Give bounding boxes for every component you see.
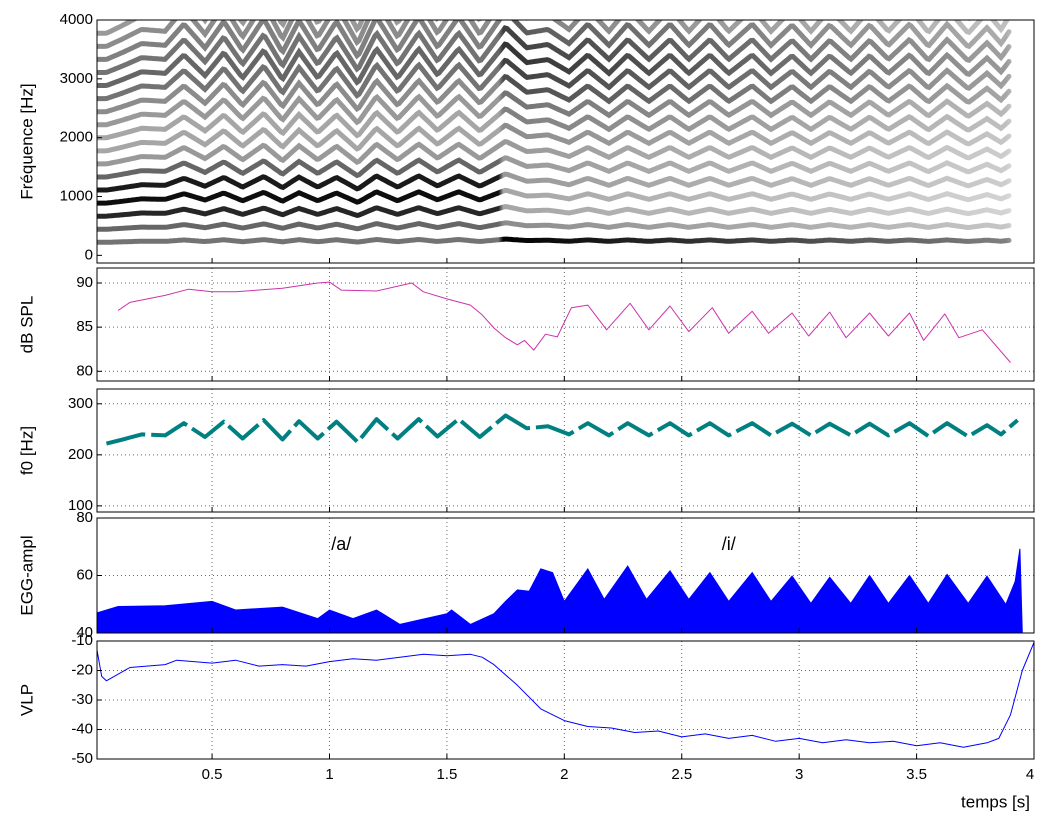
y-tick-label: 1000	[60, 187, 93, 204]
axes-frame	[96, 517, 1035, 634]
harmonic	[97, 236, 1012, 245]
y-tick-label: -10	[71, 632, 93, 649]
harmonic	[97, 204, 1012, 219]
y-tick-label: 90	[76, 274, 93, 291]
axes-frame	[96, 640, 1035, 760]
y-tick-label: -50	[71, 750, 93, 767]
x-tick-label: 2.5	[671, 766, 692, 783]
harmonic	[97, 187, 1012, 206]
harmonic	[97, 106, 1012, 141]
harmonic	[97, 139, 1012, 167]
harmonic	[97, 122, 1012, 154]
y-tick-label: -30	[71, 691, 93, 708]
y-tick-label: -40	[71, 720, 93, 737]
plot-area	[97, 20, 1012, 245]
x-axis-label: temps [s]	[961, 792, 1030, 811]
y-tick-label: 80	[76, 509, 93, 526]
y-axis-label: Fréquence [Hz]	[17, 83, 36, 199]
x-tick-label: 3.5	[906, 766, 927, 783]
y-axis-label: dB SPL	[17, 296, 36, 354]
y-axis-label: EGG-ampl	[17, 535, 36, 615]
harmonic	[97, 20, 1010, 49]
x-tick-label: 4	[1026, 766, 1034, 783]
x-tick-label: 0.5	[202, 766, 223, 783]
x-tick-label: 1	[325, 766, 333, 783]
plot-area	[97, 518, 1034, 633]
harmonic	[97, 57, 1012, 102]
area	[97, 548, 1023, 633]
harmonic	[97, 25, 1012, 75]
x-tick-label: 3	[795, 766, 803, 783]
y-tick-label: 100	[68, 497, 93, 514]
axes-frame	[96, 388, 1035, 513]
y-axis-label: f0 [Hz]	[17, 426, 36, 475]
y-tick-label: 60	[76, 566, 93, 583]
y-tick-label: 300	[68, 395, 93, 412]
harmonic	[97, 73, 1012, 115]
y-axis-label: VLP	[17, 684, 36, 716]
annotation: /a/	[331, 534, 351, 554]
harmonic	[97, 20, 1012, 62]
line	[117, 281, 1011, 363]
harmonic	[97, 171, 1012, 193]
harmonic	[97, 220, 1012, 232]
y-tick-label: 80	[76, 362, 93, 379]
harmonic	[97, 41, 1012, 88]
axes-frame	[96, 267, 1035, 382]
y-tick-label: 40	[76, 624, 93, 641]
plot-area	[97, 641, 1034, 759]
plot-area	[97, 268, 1034, 381]
line	[97, 642, 1034, 748]
harmonic	[97, 155, 1012, 180]
y-tick-label: 2000	[60, 129, 93, 146]
harmonic	[97, 90, 1012, 128]
x-tick-label: 1.5	[436, 766, 457, 783]
plot-area	[97, 389, 1034, 512]
y-tick-label: 4000	[60, 11, 93, 28]
y-tick-label: 85	[76, 318, 93, 335]
y-tick-label: 3000	[60, 70, 93, 87]
y-tick-label: 0	[85, 246, 93, 263]
annotation: /i/	[722, 534, 736, 554]
axes-frame	[96, 19, 1035, 264]
line	[105, 413, 1019, 446]
y-tick-label: 200	[68, 446, 93, 463]
y-tick-label: -20	[71, 661, 93, 678]
x-tick-label: 2	[560, 766, 568, 783]
